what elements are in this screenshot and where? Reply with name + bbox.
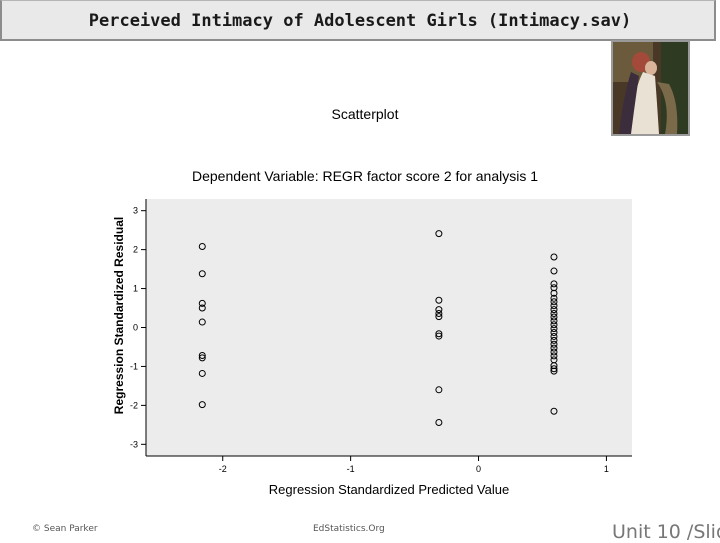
data-point [550,313,558,321]
data-point [435,306,443,314]
title-bar [0,0,716,41]
data-point [198,270,206,278]
x-axis-label: Regression Standardized Predicted Value [269,482,509,497]
data-point [550,352,558,360]
x-tick-label: -1 [347,464,355,474]
data-point [550,348,558,356]
x-tick-label: 1 [604,464,609,474]
y-tick-label: -1 [130,361,138,371]
data-point [550,340,558,348]
data-point [550,289,558,297]
data-point [198,369,206,377]
painting-image [613,42,688,134]
data-point [550,317,558,325]
data-point [435,419,443,427]
data-points [198,230,558,427]
data-point [435,296,443,304]
data-point [198,299,206,307]
plot-area [146,199,632,456]
footer-unit: Unit 10 /Slide [612,521,720,543]
chart-subtitle: Dependent Variable: REGR factor score 2 … [191,168,539,184]
data-point [550,284,558,292]
data-point [550,362,558,370]
y-tick-label: 2 [133,245,138,255]
data-point [550,329,558,337]
y-tick-label: 3 [133,206,138,216]
data-point [550,336,558,344]
page-title: Perceived Intimacy of Adolescent Girls (… [88,11,632,31]
data-point [435,386,443,394]
data-point [198,243,206,251]
data-point [550,267,558,275]
y-tick-label: 1 [133,284,138,294]
x-tick-label: -2 [219,464,227,474]
data-point [550,367,558,375]
data-point [550,321,558,329]
data-point [435,230,443,238]
data-point [550,280,558,288]
chart-title: Scatterplot [331,106,399,122]
data-point [435,332,443,340]
data-point [198,318,206,326]
data-point [198,354,206,362]
x-tick-label: 0 [476,464,481,474]
data-point [435,313,443,321]
data-point [550,294,558,302]
footer-copyright: © Sean Parker [32,524,98,534]
y-tick-label: -3 [130,439,138,449]
footer-site: EdStatistics.Org [313,524,385,534]
y-tick-label: 0 [133,323,138,333]
data-point [550,332,558,340]
data-point [550,253,558,261]
data-point [550,344,558,352]
painting-thumbnail [611,40,690,136]
data-point [198,304,206,312]
data-point [550,309,558,317]
data-point [550,365,558,373]
data-point [550,407,558,415]
data-point [550,306,558,314]
y-tick-label: -2 [130,400,138,410]
data-point [198,352,206,360]
data-point [550,298,558,306]
data-point [550,325,558,333]
data-point [435,330,443,338]
y-axis-label: Regression Standardized Residual [112,217,126,414]
data-point [550,302,558,310]
data-point [198,401,206,409]
axes: -3 -2 -1 0 1 2 3 -2 -1 0 1 [130,199,632,474]
data-point [435,309,443,317]
